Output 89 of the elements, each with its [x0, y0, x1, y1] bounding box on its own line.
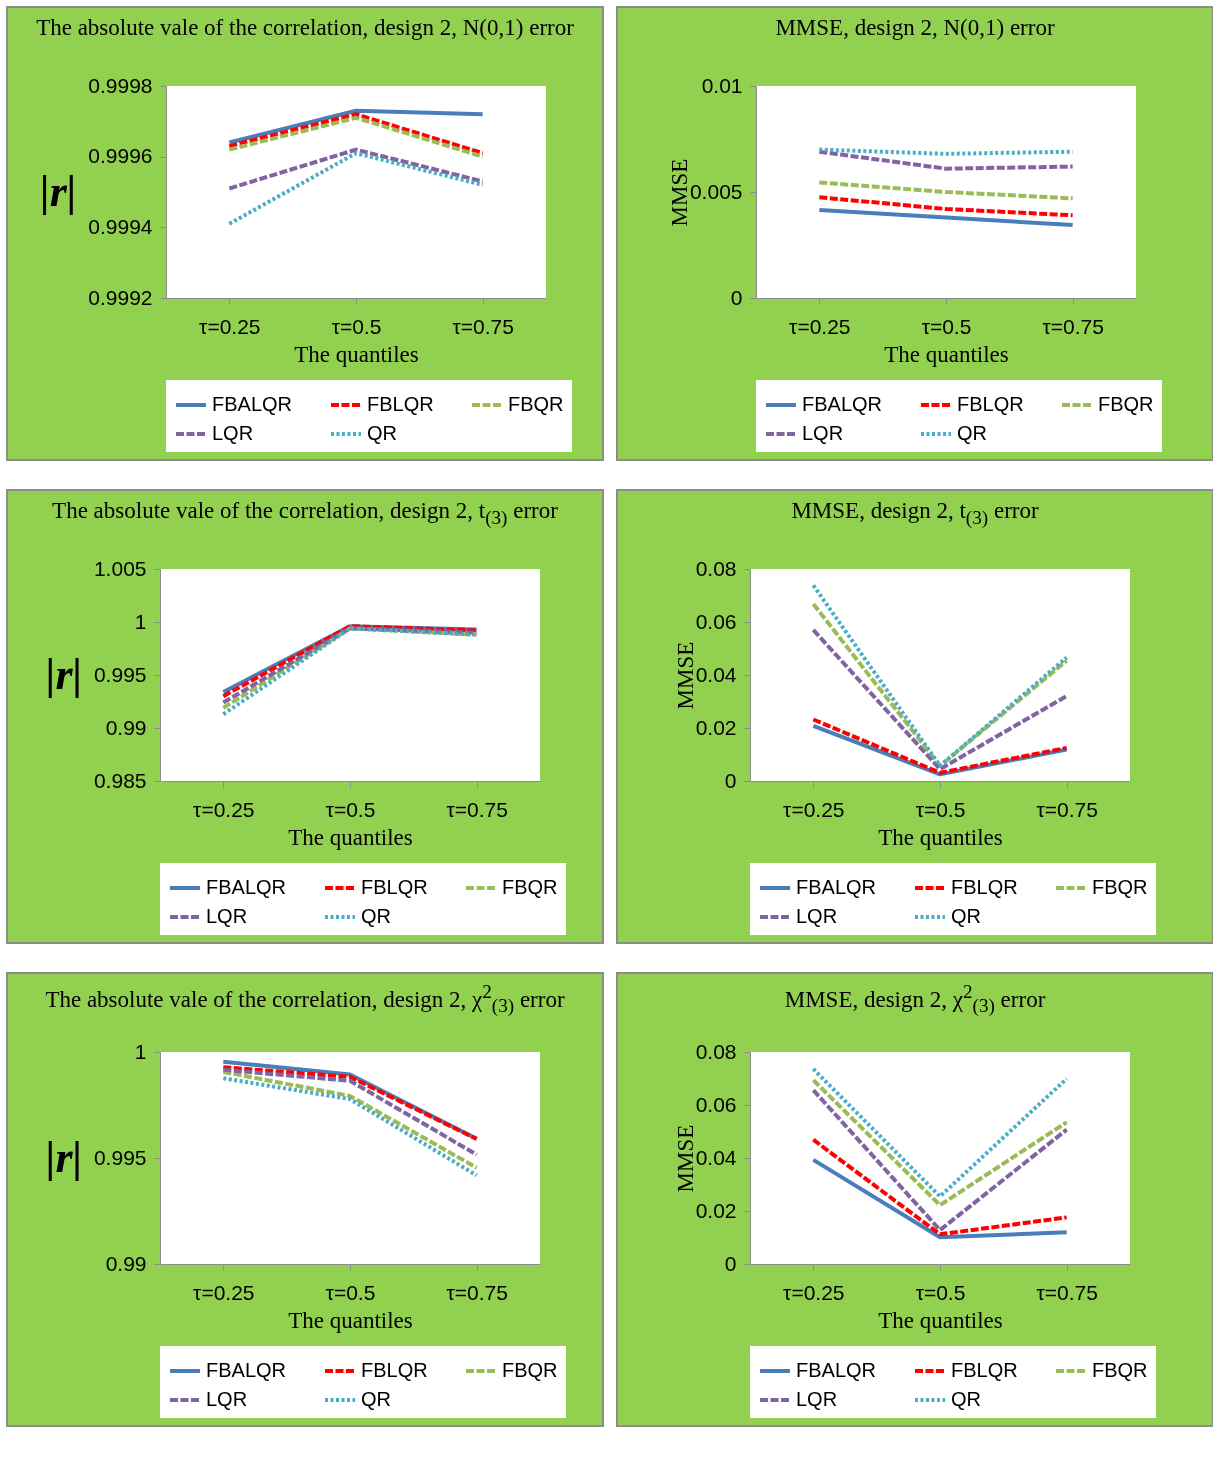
- y-axis-title: |r|: [45, 1132, 82, 1182]
- x-tick-label: τ=0.25: [783, 1280, 845, 1304]
- x-axis-title: The quantiles: [287, 1307, 413, 1333]
- legend-label: FBALQR: [802, 393, 883, 415]
- legend-label: FBALQR: [205, 876, 286, 898]
- legend-label: FBQR: [501, 876, 558, 898]
- y-tick-label: 0.99: [105, 1251, 146, 1275]
- y-tick-label: 0: [724, 1251, 737, 1275]
- legend-label: FBALQR: [796, 876, 877, 898]
- y-tick-label: 0.08: [695, 556, 737, 580]
- legend-label: FBQR: [1098, 393, 1154, 415]
- x-tick-label: τ=0.75: [451, 314, 514, 338]
- y-tick-label: 0: [724, 768, 737, 792]
- legend-label: FBALQR: [211, 393, 292, 415]
- legend-label: LQR: [211, 422, 253, 444]
- legend-label: LQR: [796, 905, 838, 927]
- x-tick-label: τ=0.25: [789, 314, 851, 338]
- y-tick-label: 0.995: [93, 1145, 146, 1169]
- legend-label: QR: [957, 422, 987, 444]
- x-tick-label: τ=0.5: [325, 797, 375, 821]
- y-axis-title: |r|: [45, 649, 82, 699]
- x-axis-title: The quantiles: [878, 1307, 1003, 1333]
- x-axis-title: The quantiles: [884, 341, 1009, 367]
- chart-title: MMSE, design 2, t$_{(3)}$ error: [790, 497, 1040, 530]
- y-tick-label: 0.99: [105, 715, 146, 739]
- y-tick-label: 0.9994: [87, 214, 153, 238]
- x-tick-label: τ=0.75: [1036, 1280, 1098, 1304]
- y-tick-label: 0: [730, 285, 743, 309]
- x-tick-label: τ=0.75: [1042, 314, 1104, 338]
- y-tick-label: 0.01: [701, 73, 743, 97]
- x-axis-title: The quantiles: [878, 824, 1003, 850]
- legend-label: FBLQR: [366, 393, 434, 415]
- y-tick-label: 1: [134, 1039, 146, 1063]
- x-tick-label: τ=0.75: [445, 797, 508, 821]
- legend-label: LQR: [802, 422, 844, 444]
- y-axis-title: MMSE: [666, 158, 692, 227]
- chart-title: The absolute vale of the correlation, design 2, χ$^{2}$$_{(3)}$ error: [44, 980, 566, 1019]
- y-tick-label: 0.08: [695, 1039, 737, 1063]
- x-tick-label: τ=0.25: [198, 314, 261, 338]
- y-tick-label: 0.02: [695, 1198, 737, 1222]
- legend-label: FBQR: [1092, 1359, 1148, 1381]
- y-axis-title: |r|: [39, 166, 77, 216]
- legend-label: LQR: [796, 1388, 838, 1410]
- legend-label: QR: [951, 905, 981, 927]
- legend-label: FBQR: [501, 1359, 558, 1381]
- legend-label: FBLQR: [360, 876, 428, 898]
- chart-title: The absolute vale of the correlation, design 2, N(0,1) error: [35, 14, 575, 42]
- chart-title: MMSE, design 2, N(0,1) error: [774, 14, 1056, 42]
- legend-label: QR: [366, 422, 397, 444]
- x-tick-label: τ=0.75: [445, 1280, 508, 1304]
- legend-label: FBQR: [1092, 876, 1148, 898]
- y-tick-label: 0.02: [695, 715, 737, 739]
- y-tick-label: 0.9992: [87, 285, 152, 309]
- legend-label: LQR: [205, 905, 247, 927]
- x-tick-label: τ=0.5: [915, 1280, 966, 1304]
- legend-label: FBLQR: [951, 876, 1018, 898]
- x-tick-label: τ=0.75: [1036, 797, 1098, 821]
- y-tick-label: 0.9996: [87, 144, 152, 168]
- legend-label: FBQR: [507, 393, 564, 415]
- x-tick-label: τ=0.5: [325, 1280, 375, 1304]
- chart-title: The absolute vale of the correlation, design 2, t$_{(3)}$ error: [51, 497, 559, 530]
- y-tick-label: 0.04: [695, 662, 737, 686]
- x-axis-title: The quantiles: [287, 824, 413, 850]
- legend-label: FBLQR: [957, 393, 1024, 415]
- y-tick-label: 0.005: [689, 179, 743, 203]
- legend-label: FBLQR: [951, 1359, 1018, 1381]
- legend-label: FBALQR: [205, 1359, 286, 1381]
- y-tick-label: 0.04: [695, 1145, 737, 1169]
- chart-title: MMSE, design 2, χ$^{2}$$_{(3)}$ error: [783, 980, 1047, 1019]
- legend-label: QR: [360, 905, 391, 927]
- y-tick-label: 0.06: [695, 609, 737, 633]
- x-axis-title: The quantiles: [293, 341, 419, 367]
- y-tick-label: 0.9998: [87, 73, 152, 97]
- x-tick-label: τ=0.25: [192, 1280, 255, 1304]
- x-tick-label: τ=0.5: [331, 314, 381, 338]
- legend-label: QR: [951, 1388, 981, 1410]
- y-tick-label: 0.995: [93, 662, 146, 686]
- y-tick-label: 1: [134, 609, 146, 633]
- legend-label: FBALQR: [796, 1359, 877, 1381]
- legend-label: QR: [360, 1388, 391, 1410]
- x-tick-label: τ=0.25: [192, 797, 255, 821]
- x-tick-label: τ=0.5: [915, 797, 966, 821]
- legend-label: LQR: [205, 1388, 247, 1410]
- legend-label: FBLQR: [360, 1359, 428, 1381]
- y-tick-label: 0.985: [93, 768, 146, 792]
- y-tick-label: 1.005: [93, 556, 146, 580]
- x-tick-label: τ=0.25: [783, 797, 845, 821]
- y-tick-label: 0.06: [695, 1092, 737, 1116]
- x-tick-label: τ=0.5: [921, 314, 972, 338]
